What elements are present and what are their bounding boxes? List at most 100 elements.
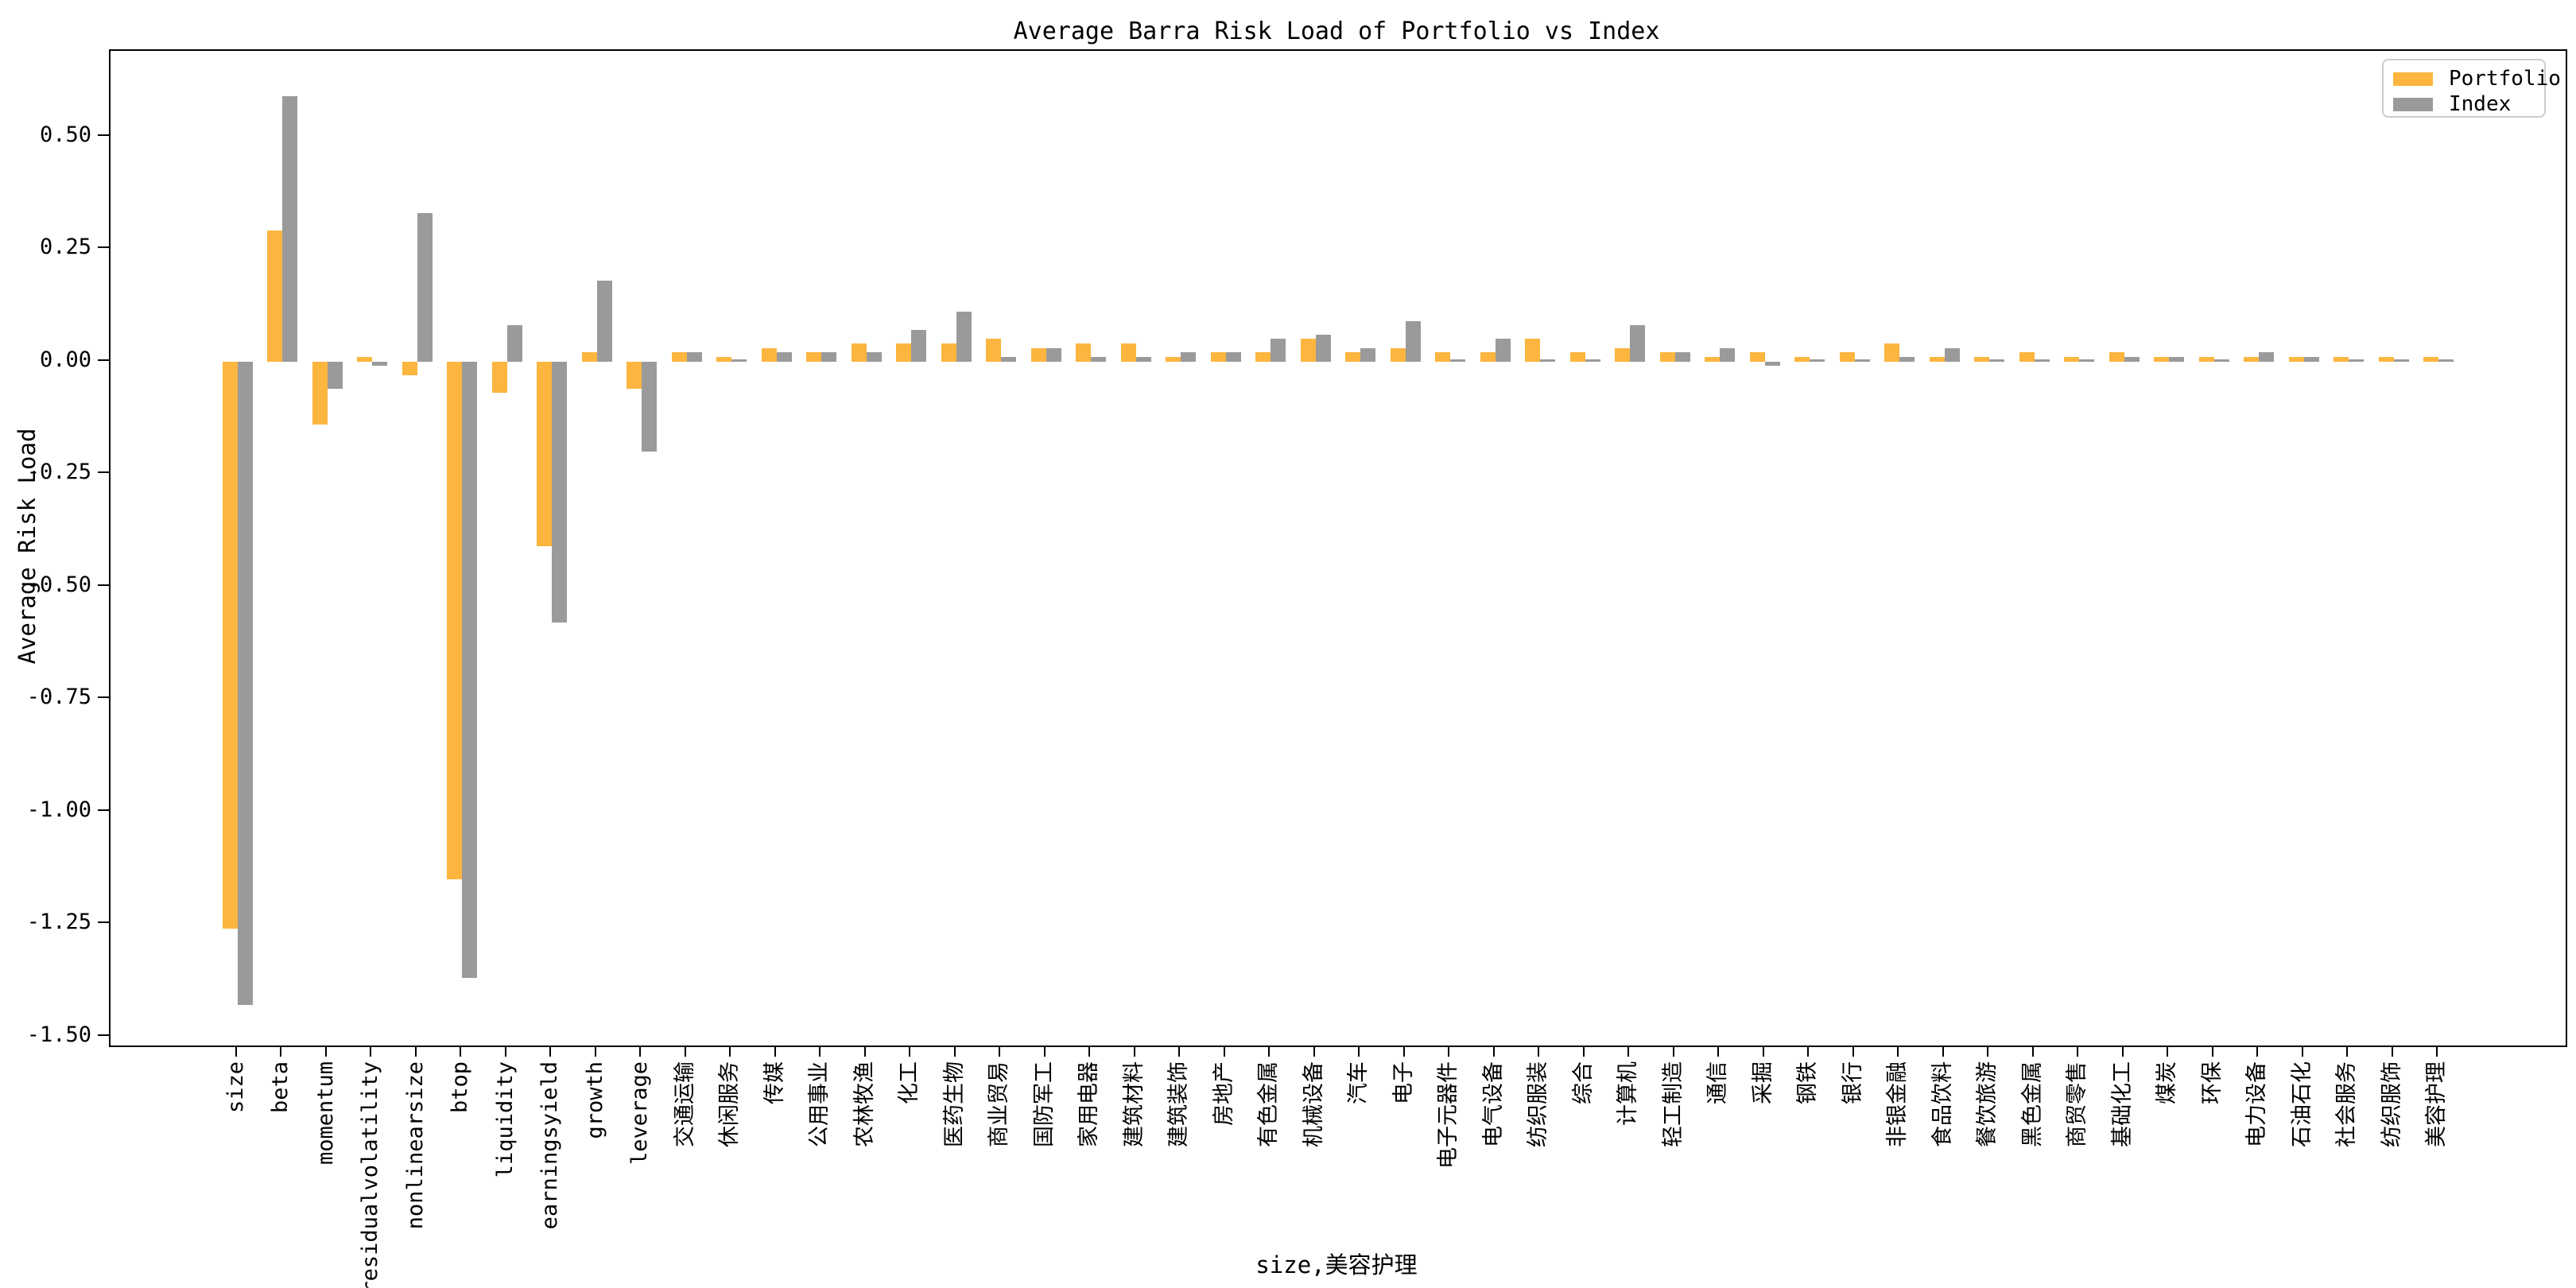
bar-index-休闲服务 xyxy=(731,359,747,362)
x-tick-label: 黑色金属 xyxy=(2019,1061,2045,1147)
x-tick-mark xyxy=(2391,1046,2393,1057)
y-tick-label: -1.50 xyxy=(26,1022,91,1047)
index-swatch-icon xyxy=(2393,97,2433,111)
x-tick-mark xyxy=(280,1046,282,1057)
bar-index-非银金融 xyxy=(1899,356,1915,362)
legend-label-portfolio: Portfolio xyxy=(2449,67,2561,91)
bar-index-社会服务 xyxy=(2349,359,2365,362)
x-tick-mark xyxy=(235,1046,237,1057)
x-tick-label: 电子元器件 xyxy=(1436,1061,1461,1169)
x-tick-mark xyxy=(1807,1046,1810,1057)
bar-portfolio-纺织服装 xyxy=(1525,339,1541,362)
y-tick-label: -0.25 xyxy=(26,460,91,485)
bar-portfolio-食品饮料 xyxy=(1929,356,1945,362)
x-tick-mark xyxy=(1268,1046,1271,1057)
x-tick-label: 基础化工 xyxy=(2109,1061,2135,1147)
y-tick-mark xyxy=(98,471,109,474)
x-tick-mark xyxy=(594,1046,596,1057)
x-tick-mark xyxy=(1402,1046,1405,1057)
x-tick-label: 社会服务 xyxy=(2334,1061,2360,1147)
bar-portfolio-交通运输 xyxy=(671,352,687,362)
y-tick-label: -0.50 xyxy=(26,572,91,597)
x-tick-mark xyxy=(2031,1046,2034,1057)
bar-portfolio-电力设备 xyxy=(2244,356,2260,362)
legend-label-index: Index xyxy=(2449,92,2512,116)
bar-index-btop xyxy=(462,361,478,979)
bar-portfolio-电气设备 xyxy=(1480,352,1496,362)
x-tick-mark xyxy=(1942,1046,1944,1057)
legend-entry-portfolio: Portfolio xyxy=(2393,68,2561,89)
x-tick-mark xyxy=(819,1046,821,1057)
bar-index-纺织服装 xyxy=(1540,359,1556,362)
x-tick-mark xyxy=(1852,1046,1854,1057)
y-tick-label: -1.00 xyxy=(26,797,91,822)
bar-index-nonlinearsize xyxy=(417,212,433,362)
bar-portfolio-建筑材料 xyxy=(1120,343,1136,362)
legend-entry-index: Index xyxy=(2393,94,2511,114)
x-tick-label: momentum xyxy=(312,1061,338,1166)
bar-portfolio-nonlinearsize xyxy=(402,361,417,375)
x-tick-label: 采掘 xyxy=(1750,1061,1775,1104)
bar-portfolio-计算机 xyxy=(1615,347,1631,362)
x-tick-label: 非银金融 xyxy=(1885,1061,1911,1147)
bar-index-公用事业 xyxy=(821,352,837,362)
bar-index-采掘 xyxy=(1764,361,1780,367)
x-tick-label: beta xyxy=(268,1061,293,1114)
x-tick-label: 计算机 xyxy=(1616,1061,1641,1126)
y-tick-mark xyxy=(98,696,109,699)
x-tick-label: 有色金属 xyxy=(1256,1061,1282,1147)
x-tick-label: 休闲服务 xyxy=(717,1061,743,1147)
x-tick-mark xyxy=(1672,1046,1674,1057)
x-tick-label: 银行 xyxy=(1840,1061,1865,1104)
y-tick-label: 0.50 xyxy=(39,122,91,147)
x-tick-label: 餐饮旅游 xyxy=(1975,1061,2000,1147)
bar-index-momentum xyxy=(327,361,343,389)
x-tick-mark xyxy=(774,1046,776,1057)
bar-portfolio-机械设备 xyxy=(1300,339,1316,362)
x-tick-mark xyxy=(1717,1046,1720,1057)
x-tick-mark xyxy=(1762,1046,1764,1057)
bar-portfolio-农林牧渔 xyxy=(851,343,867,362)
x-tick-label: 石油石化 xyxy=(2289,1061,2314,1147)
bar-index-钢铁 xyxy=(1810,359,1825,362)
x-tick-label: 综合 xyxy=(1570,1061,1596,1104)
bar-index-电子元器件 xyxy=(1450,359,1466,362)
bar-portfolio-汽车 xyxy=(1345,352,1361,362)
bar-index-建筑材料 xyxy=(1135,356,1151,362)
x-tick-mark xyxy=(2256,1046,2259,1057)
bar-portfolio-电子 xyxy=(1390,347,1406,362)
y-tick-mark xyxy=(98,809,109,811)
x-tick-label: 建筑材料 xyxy=(1121,1061,1146,1147)
x-axis-label: size,美容护理 xyxy=(1255,1251,1418,1278)
bar-index-电力设备 xyxy=(2259,352,2275,362)
bar-index-煤炭 xyxy=(2169,356,2185,362)
bar-portfolio-电子元器件 xyxy=(1435,352,1451,362)
x-tick-mark xyxy=(1043,1046,1046,1057)
bar-portfolio-银行 xyxy=(1839,352,1855,362)
bar-index-leverage xyxy=(642,361,658,452)
bar-portfolio-传媒 xyxy=(761,347,777,362)
bar-index-家用电器 xyxy=(1091,356,1107,362)
bar-portfolio-石油石化 xyxy=(2288,356,2304,362)
x-tick-label: 传媒 xyxy=(762,1061,787,1104)
bar-portfolio-商业贸易 xyxy=(986,339,1002,362)
x-tick-mark xyxy=(1448,1046,1450,1057)
x-tick-label: 纺织服饰 xyxy=(2379,1061,2404,1147)
x-tick-mark xyxy=(684,1046,686,1057)
bar-portfolio-非银金融 xyxy=(1884,343,1900,362)
x-tick-label: liquidity xyxy=(492,1061,518,1178)
bar-index-食品饮料 xyxy=(1944,347,1960,362)
x-tick-mark xyxy=(1358,1046,1360,1057)
bar-index-建筑装饰 xyxy=(1181,352,1197,362)
x-tick-label: 国防军工 xyxy=(1031,1061,1057,1147)
legend: Portfolio Index xyxy=(2382,59,2561,118)
bar-index-纺织服饰 xyxy=(2393,359,2409,362)
bar-index-growth xyxy=(596,280,612,362)
bar-index-beta xyxy=(282,95,298,362)
x-tick-mark xyxy=(2211,1046,2213,1057)
x-tick-mark xyxy=(639,1046,642,1057)
bar-portfolio-基础化工 xyxy=(2109,352,2124,362)
x-tick-label: residualvolatility xyxy=(358,1061,383,1288)
bar-portfolio-residualvolatility xyxy=(357,356,373,362)
